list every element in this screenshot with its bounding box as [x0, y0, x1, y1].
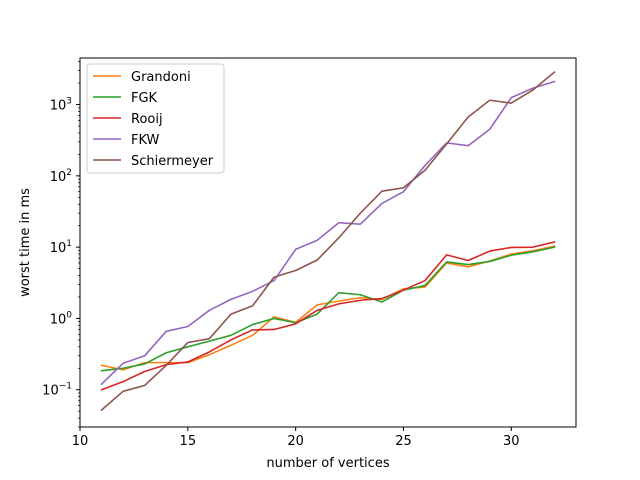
- x-tick-label: 20: [287, 434, 304, 449]
- y-axis: 10−1 100 101 102 103: [42, 61, 80, 428]
- y-tick-label: 102: [50, 168, 72, 185]
- y-axis-label: worst time in ms: [18, 188, 33, 297]
- y-tick-label: 100: [50, 310, 73, 327]
- x-tick-label: 30: [503, 434, 520, 449]
- legend-label-schiermeyer: Schiermeyer: [131, 154, 214, 169]
- x-axis-label: number of vertices: [266, 456, 389, 471]
- legend-label-fgk: FGK: [131, 91, 158, 106]
- legend-label-fkw: FKW: [131, 133, 160, 148]
- series-line-fkw: [100, 80, 556, 386]
- y-tick-label: 10−1: [42, 382, 72, 399]
- series-line-schiermeyer: [100, 71, 556, 412]
- legend-label-rooij: Rooij: [131, 112, 163, 127]
- y-tick-label: 103: [50, 97, 72, 114]
- legend: Grandoni FGK Rooij FKW Schiermeyer: [86, 63, 225, 174]
- series-layer: [100, 71, 556, 412]
- legend-label-grandoni: Grandoni: [131, 70, 191, 85]
- x-tick-label: 25: [395, 434, 412, 449]
- x-axis: 10 15 20 25 30: [72, 427, 520, 449]
- series-line-fgk: [100, 246, 556, 372]
- axes-frame: [79, 57, 577, 428]
- series-line-rooij: [100, 241, 556, 391]
- x-tick-label: 15: [180, 434, 197, 449]
- x-tick-label: 10: [72, 434, 89, 449]
- y-tick-label: 101: [50, 239, 72, 256]
- legend-box: [86, 63, 225, 174]
